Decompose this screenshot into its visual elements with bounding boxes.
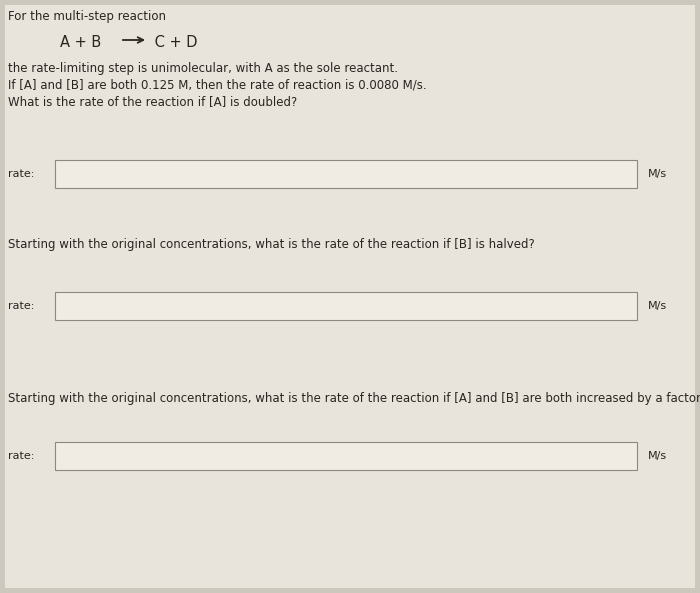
Text: the rate-limiting step is unimolecular, with A as the sole reactant.: the rate-limiting step is unimolecular, … [8,62,398,75]
Text: M/s: M/s [648,451,667,461]
Text: For the multi-step reaction: For the multi-step reaction [8,10,166,23]
Text: M/s: M/s [648,169,667,179]
Bar [55,292,637,320]
Text: What is the rate of the reaction if [A] is doubled?: What is the rate of the reaction if [A] … [8,95,298,108]
Text: Starting with the original concentrations, what is the rate of the reaction if [: Starting with the original concentration… [8,238,535,251]
Text: Starting with the original concentrations, what is the rate of the reaction if [: Starting with the original concentration… [8,392,700,405]
Text: If [A] and [B] are both 0.125 M, then the rate of reaction is 0.0080 M/s.: If [A] and [B] are both 0.125 M, then th… [8,78,426,91]
Text: rate:: rate: [8,169,34,179]
Text: C + D: C + D [150,35,197,50]
Text: M/s: M/s [648,301,667,311]
Bar [55,160,637,188]
Text: A + B: A + B [60,35,106,50]
Text: rate:: rate: [8,451,34,461]
Bar [55,442,637,470]
Text: rate:: rate: [8,301,34,311]
